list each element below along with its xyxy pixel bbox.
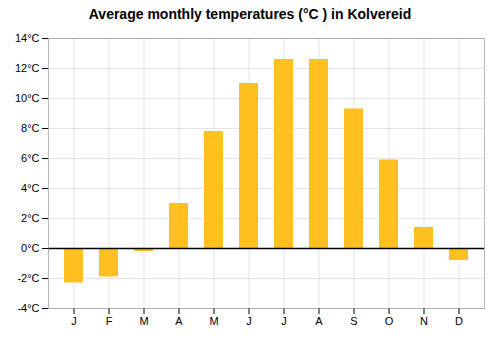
svg-text:6°C: 6°C [21, 152, 40, 164]
svg-text:8°C: 8°C [21, 122, 40, 134]
html-text:Average monthly temperatures (: Average monthly temperatures (°C ) in Ko… [88, 6, 412, 22]
svg-text:2°C: 2°C [21, 212, 40, 224]
svg-text:F: F [106, 315, 113, 327]
svg-text:O: O [385, 315, 394, 327]
svg-text:A: A [175, 315, 183, 327]
svg-text:N: N [420, 315, 428, 327]
svg-text:10°C: 10°C [15, 92, 40, 104]
svg-text:14°C: 14°C [15, 32, 40, 44]
svg-text:12°C: 12°C [15, 62, 40, 74]
svg-text:M: M [139, 315, 148, 327]
svg-text:S: S [350, 315, 357, 327]
svg-text:J: J [71, 315, 77, 327]
svg-text:J: J [246, 315, 252, 327]
svg-text:0°C: 0°C [21, 242, 40, 254]
svg-text:J: J [281, 315, 287, 327]
svg-text:-4°C: -4°C [17, 302, 39, 314]
svg-text:M: M [209, 315, 218, 327]
svg-text:A: A [315, 315, 323, 327]
svg-text:D: D [455, 315, 463, 327]
svg-text:4°C: 4°C [21, 182, 40, 194]
svg-text:-2°C: -2°C [17, 272, 39, 284]
